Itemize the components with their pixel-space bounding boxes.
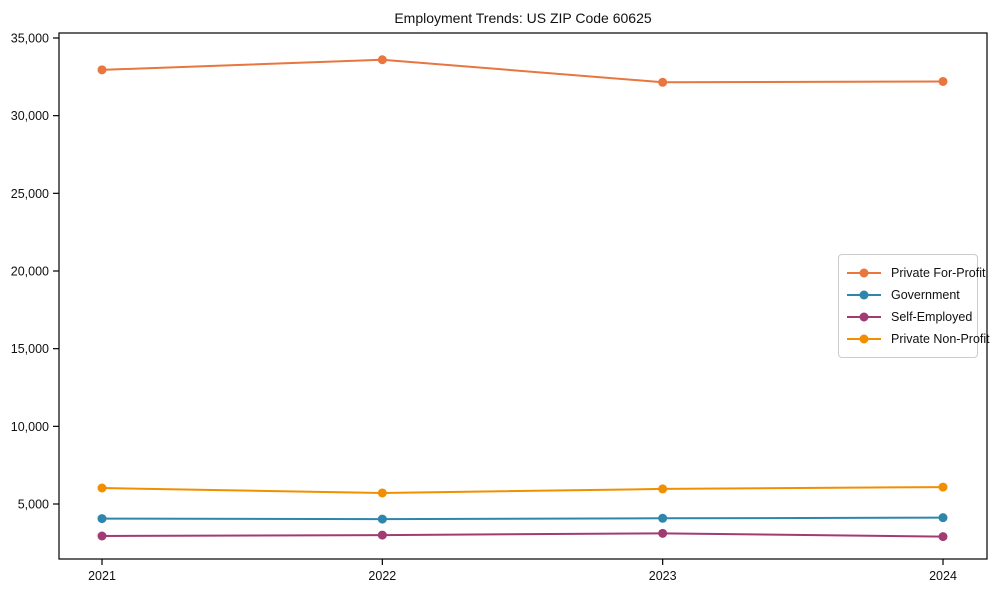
legend-label: Self-Employed: [891, 310, 973, 324]
x-tick-label: 2023: [649, 569, 677, 583]
y-tick-label: 15,000: [11, 342, 49, 356]
legend-label: Private For-Profit: [891, 266, 986, 280]
data-point-marker: [377, 514, 387, 524]
y-tick-label: 20,000: [11, 265, 49, 279]
data-point-marker: [938, 532, 948, 542]
data-point-marker: [658, 77, 668, 87]
legend-label: Government: [891, 288, 960, 302]
series-line: [101, 486, 944, 494]
plot-frame: [58, 32, 988, 560]
legend-line-marker-icon: [847, 334, 881, 344]
legend-entry: Private For-Profit: [846, 262, 985, 284]
y-tick-label: 5,000: [18, 498, 49, 512]
series-line: [101, 516, 944, 521]
data-point-marker: [938, 513, 948, 523]
data-point-marker: [377, 530, 387, 540]
data-point-marker: [658, 528, 668, 538]
y-tick-label: 10,000: [11, 420, 49, 434]
legend-entry: Private Non-Profit: [846, 328, 990, 350]
data-point-marker: [97, 65, 107, 75]
legend-line-marker-icon: [847, 312, 881, 322]
legend-line-marker-icon: [847, 268, 881, 278]
data-point-marker: [97, 483, 107, 493]
chart-title: Employment Trends: US ZIP Code 60625: [394, 10, 652, 26]
data-point-marker: [658, 484, 668, 494]
data-point-marker: [658, 513, 668, 523]
legend-label: Private Non-Profit: [891, 332, 990, 346]
legend-entry: Government: [846, 284, 969, 306]
x-tick-label: 2022: [368, 569, 396, 583]
data-point-marker: [938, 76, 948, 86]
data-point-marker: [377, 488, 387, 498]
series-line: [101, 532, 944, 538]
data-point-marker: [97, 531, 107, 541]
data-point-marker: [377, 55, 387, 65]
data-point-marker: [938, 482, 948, 492]
legend-entry: Self-Employed: [846, 306, 973, 328]
series-line: [101, 58, 944, 84]
y-tick-label: 35,000: [11, 32, 49, 46]
y-tick-label: 30,000: [11, 109, 49, 123]
y-tick-label: 25,000: [11, 187, 49, 201]
data-point-marker: [97, 514, 107, 524]
x-tick-label: 2024: [929, 569, 957, 583]
legend-line-marker-icon: [847, 290, 881, 300]
legend: Private For-Profit Government Self-Employe…: [838, 254, 990, 358]
x-tick-label: 2021: [88, 569, 116, 583]
